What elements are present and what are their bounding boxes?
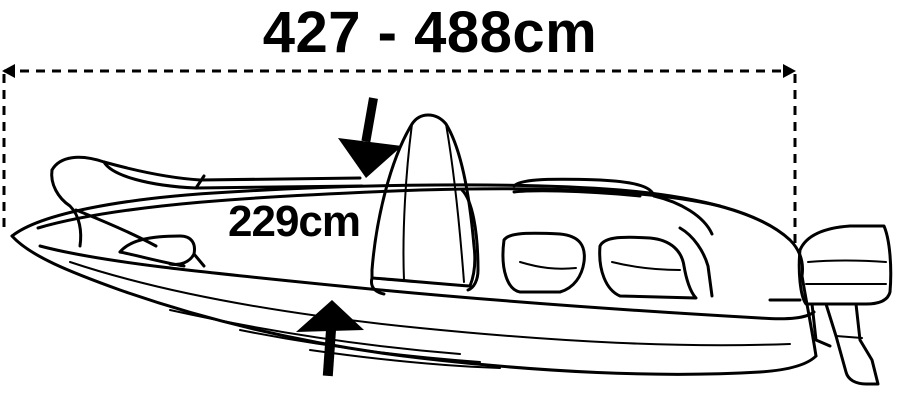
beam-arrow-top — [338, 97, 402, 178]
stern-rail — [512, 177, 656, 198]
outboard-motor — [797, 224, 893, 386]
boat-hull — [10, 183, 818, 376]
console-windshield — [370, 113, 480, 296]
length-dimension-line — [2, 64, 797, 245]
stern-seats — [501, 194, 714, 300]
bow-seat — [118, 234, 206, 268]
beam-arrow-bottom — [296, 300, 364, 377]
bow-rail — [50, 155, 364, 248]
beam-dimension-label: 229cm — [228, 197, 361, 246]
length-dimension-label: 427 - 488cm — [262, 0, 598, 65]
